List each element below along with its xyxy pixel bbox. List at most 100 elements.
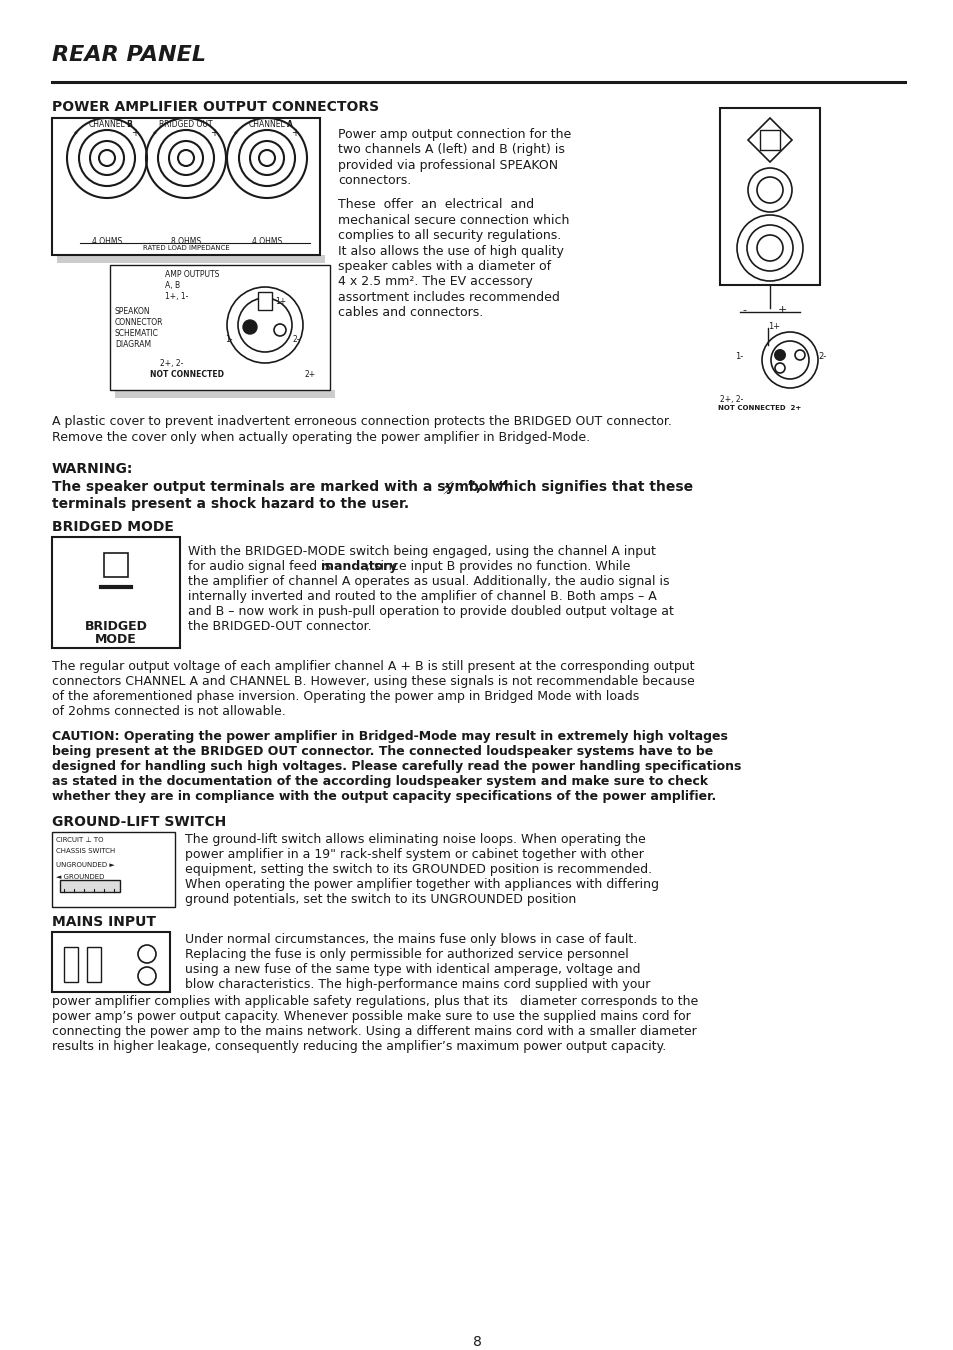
Text: power amp’s power output capacity. Whenever possible make sure to use the suppli: power amp’s power output capacity. Whene…: [52, 1010, 690, 1023]
Text: the BRIDGED-OUT connector.: the BRIDGED-OUT connector.: [188, 620, 372, 633]
Text: BRIDGED OUT: BRIDGED OUT: [159, 120, 213, 130]
Text: NOT CONNECTED: NOT CONNECTED: [150, 370, 224, 379]
Bar: [760, 130, 780, 150]
Text: 4 OHMS: 4 OHMS: [252, 238, 282, 246]
Text: CAUTION: Operating the power amplifier in Bridged-Mode may result in extremely h: CAUTION: Operating the power amplifier i…: [52, 730, 727, 742]
Text: Under normal circumstances, the mains fuse only blows in case of fault.: Under normal circumstances, the mains fu…: [185, 933, 637, 946]
Text: mandatory: mandatory: [320, 560, 396, 572]
Bar: [52, 931, 170, 992]
Text: The speaker output terminals are marked with a symbol “: The speaker output terminals are marked …: [52, 481, 512, 494]
Text: 8: 8: [472, 1335, 481, 1349]
Text: AMP OUTPUTS: AMP OUTPUTS: [165, 270, 219, 279]
Bar: [52, 537, 180, 648]
Text: 1-: 1-: [734, 352, 742, 360]
Text: CONNECTOR: CONNECTOR: [115, 319, 163, 327]
Text: BRIDGED MODE: BRIDGED MODE: [52, 520, 173, 535]
Text: 4 x 2.5 mm². The EV accessory: 4 x 2.5 mm². The EV accessory: [337, 275, 532, 289]
Text: 2+, 2-: 2+, 2-: [720, 396, 742, 404]
Text: connectors.: connectors.: [337, 174, 411, 188]
Bar: [720, 108, 820, 285]
Text: provided via professional SPEAKON: provided via professional SPEAKON: [337, 159, 558, 171]
Bar: [110, 265, 330, 390]
Text: 1+: 1+: [767, 323, 780, 331]
Text: 2-: 2-: [817, 352, 825, 360]
Text: being present at the BRIDGED OUT connector. The connected loudspeaker systems ha: being present at the BRIDGED OUT connect…: [52, 745, 713, 757]
Text: A: A: [286, 120, 293, 130]
Text: It also allows the use of high quality: It also allows the use of high quality: [337, 244, 563, 258]
Text: WARNING:: WARNING:: [52, 462, 133, 477]
Text: Remove the cover only when actually operating the power amplifier in Bridged-Mod: Remove the cover only when actually oper…: [52, 431, 590, 444]
Text: 1-: 1-: [225, 335, 233, 344]
Text: CHANNEL: CHANNEL: [89, 120, 125, 130]
Text: BRIDGED: BRIDGED: [85, 620, 148, 633]
Text: NOT CONNECTED  2+: NOT CONNECTED 2+: [718, 405, 801, 410]
Text: +: +: [131, 128, 139, 138]
Text: POWER AMPLIFIER OUTPUT CONNECTORS: POWER AMPLIFIER OUTPUT CONNECTORS: [52, 100, 378, 113]
Text: power amplifier in a 19" rack-shelf system or cabinet together with other: power amplifier in a 19" rack-shelf syst…: [185, 848, 643, 861]
Text: blow characteristics. The high-performance mains cord supplied with your: blow characteristics. The high-performan…: [185, 977, 650, 991]
Text: assortment includes recommended: assortment includes recommended: [337, 292, 559, 304]
Text: ⚡: ⚡: [232, 128, 237, 138]
Bar: [52, 832, 174, 907]
Text: of the aforementioned phase inversion. Operating the power amp in Bridged Mode w: of the aforementioned phase inversion. O…: [52, 690, 639, 703]
Text: DIAGRAM: DIAGRAM: [115, 340, 151, 350]
Text: connectors CHANNEL A and CHANNEL B. However, using these signals is not recommen: connectors CHANNEL A and CHANNEL B. Howe…: [52, 675, 694, 688]
Text: as stated in the documentation of the according loudspeaker system and make sure: as stated in the documentation of the ac…: [52, 775, 707, 788]
Text: +: +: [291, 128, 298, 138]
Text: SCHEMATIC: SCHEMATIC: [115, 329, 159, 338]
Bar: [115, 390, 335, 398]
Text: SPEAKON: SPEAKON: [115, 306, 151, 316]
Text: 4 OHMS: 4 OHMS: [91, 238, 122, 246]
Text: ◄ GROUNDED: ◄ GROUNDED: [56, 873, 104, 880]
Text: ⚡: ⚡: [72, 128, 78, 138]
Text: results in higher leakage, consequently reducing the amplifier’s maximum power o: results in higher leakage, consequently …: [52, 1040, 665, 1053]
Text: MODE: MODE: [95, 633, 136, 647]
Text: the amplifier of channel A operates as usual. Additionally, the audio signal is: the amplifier of channel A operates as u…: [188, 575, 669, 589]
Text: CHASSIS SWITCH: CHASSIS SWITCH: [56, 848, 115, 855]
Text: RATED LOAD IMPEDANCE: RATED LOAD IMPEDANCE: [143, 244, 229, 251]
Text: The regular output voltage of each amplifier channel A + B is still present at t: The regular output voltage of each ampli…: [52, 660, 694, 674]
Text: 8 OHMS: 8 OHMS: [171, 238, 201, 246]
Text: of 2ohms connected is not allowable.: of 2ohms connected is not allowable.: [52, 705, 286, 718]
Text: +: +: [778, 305, 786, 315]
Text: MAINS INPUT: MAINS INPUT: [52, 915, 156, 929]
Text: , since input B provides no function. While: , since input B provides no function. Wh…: [366, 560, 630, 572]
Text: B: B: [127, 120, 132, 130]
Text: and B – now work in push-pull operation to provide doubled output voltage at: and B – now work in push-pull operation …: [188, 605, 673, 618]
Text: 1+: 1+: [274, 297, 286, 306]
Bar: [57, 255, 325, 263]
Text: ground potentials, set the switch to its UNGROUNDED position: ground potentials, set the switch to its…: [185, 892, 576, 906]
Text: -: -: [741, 305, 745, 315]
Text: With the BRIDGED-MODE switch being engaged, using the channel A input: With the BRIDGED-MODE switch being engag…: [188, 545, 656, 558]
Text: 2-: 2-: [293, 335, 300, 344]
Text: complies to all security regulations.: complies to all security regulations.: [337, 230, 560, 242]
Bar: [64, 946, 78, 981]
Text: using a new fuse of the same type with identical amperage, voltage and: using a new fuse of the same type with i…: [185, 963, 639, 976]
Circle shape: [773, 350, 785, 360]
Text: internally inverted and routed to the amplifier of channel B. Both amps – A: internally inverted and routed to the am…: [188, 590, 656, 603]
Bar: [52, 117, 319, 255]
Text: Replacing the fuse is only permissible for authorized service personnel: Replacing the fuse is only permissible f…: [185, 948, 628, 961]
Text: mechanical secure connection which: mechanical secure connection which: [337, 213, 569, 227]
Bar: [60, 880, 120, 892]
Text: two channels A (left) and B (right) is: two channels A (left) and B (right) is: [337, 143, 564, 157]
Text: connecting the power amp to the mains network. Using a different mains cord with: connecting the power amp to the mains ne…: [52, 1025, 696, 1038]
Text: power amplifier complies with applicable safety regulations, plus that its   dia: power amplifier complies with applicable…: [52, 995, 698, 1008]
Text: GROUND-LIFT SWITCH: GROUND-LIFT SWITCH: [52, 815, 226, 829]
Bar: [104, 554, 128, 576]
Text: cables and connectors.: cables and connectors.: [337, 306, 483, 320]
Text: When operating the power amplifier together with appliances with differing: When operating the power amplifier toget…: [185, 878, 659, 891]
Text: ⚡: ⚡: [151, 128, 157, 138]
Text: for audio signal feed is ​: for audio signal feed is ​: [188, 560, 335, 572]
Bar: [87, 946, 101, 981]
Text: A plastic cover to prevent inadvertent erroneous connection protects the BRIDGED: A plastic cover to prevent inadvertent e…: [52, 414, 671, 428]
Text: terminals present a shock hazard to the user.: terminals present a shock hazard to the …: [52, 497, 409, 512]
Text: A, B: A, B: [165, 281, 180, 290]
Text: 1+, 1-: 1+, 1-: [165, 292, 188, 301]
Text: REAR PANEL: REAR PANEL: [52, 45, 206, 65]
Text: CIRCUIT ⊥ TO: CIRCUIT ⊥ TO: [56, 837, 103, 842]
Text: +: +: [210, 128, 218, 138]
Text: speaker cables with a diameter of: speaker cables with a diameter of: [337, 261, 551, 273]
Text: designed for handling such high voltages. Please carefully read the power handli: designed for handling such high voltages…: [52, 760, 740, 774]
Text: Power amp output connection for the: Power amp output connection for the: [337, 128, 571, 140]
